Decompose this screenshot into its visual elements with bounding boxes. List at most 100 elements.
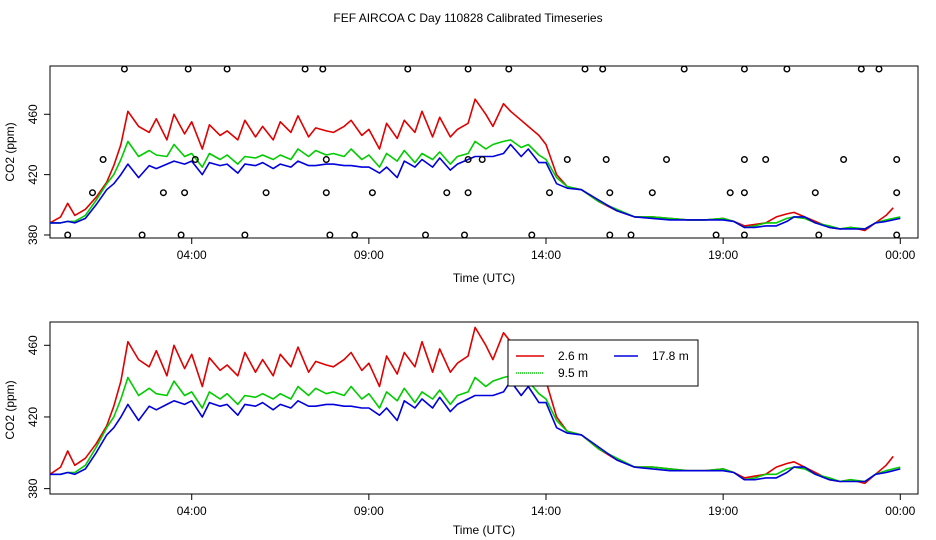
marker-point [351,231,359,239]
marker-point [811,189,819,197]
marker-point [191,155,199,163]
marker-point [159,189,167,197]
marker-point [241,231,249,239]
marker-point [581,65,589,73]
marker-point [464,189,472,197]
marker-point [181,189,189,197]
legend: 2.6 m 17.8 m 9.5 m [507,339,699,387]
marker-point [857,65,865,73]
marker-point [893,155,901,163]
marker-point [606,189,614,197]
marker-point [893,231,901,239]
marker-point [783,65,791,73]
legend-box [507,339,699,387]
x-tick-label-bottom-1400: 14:00 [531,504,561,518]
marker-point [602,155,610,163]
marker-point [599,65,607,73]
y-tick-label-bottom-420: 420 [26,407,40,427]
marker-point [762,155,770,163]
marker-point [262,189,270,197]
marker-point [319,65,327,73]
marker-point [184,65,192,73]
markers-group-top [64,65,901,239]
y-axis-label-bottom: CO2 (ppm) [3,380,17,439]
marker-point [99,155,107,163]
marker-point [606,231,614,239]
x-tick-label-bottom-0000: 00:00 [885,504,915,518]
y-tick-label-top-460: 460 [26,104,40,124]
marker-point [322,155,330,163]
marker-point [840,155,848,163]
marker-point [815,231,823,239]
marker-point [443,189,451,197]
legend-label-2-6m: 2.6 m [558,349,588,363]
series-line-top-9-5m [50,139,901,230]
marker-point [505,65,513,73]
y-tick-label-bottom-460: 460 [26,335,40,355]
marker-point [680,65,688,73]
marker-point [740,155,748,163]
marker-point [88,189,96,197]
marker-point [177,231,185,239]
marker-point [368,189,376,197]
marker-point [528,231,536,239]
marker-point [301,65,309,73]
y-axis-label-top: CO2 (ppm) [3,122,17,181]
marker-point [138,231,146,239]
panel-top: 380 420 460 04:00 09:00 14:00 19:00 00:00 Time… [3,65,919,285]
x-axis-label-bottom: Time (UTC) [453,523,515,537]
marker-point [893,189,901,197]
plot-frame-bottom [49,321,919,495]
y-tick-label-top-420: 420 [26,164,40,184]
legend-label-9-5m: 9.5 m [558,366,588,380]
marker-point [740,65,748,73]
x-tick-label-top-1400: 14:00 [531,248,561,262]
marker-point [64,231,72,239]
x-axis-bottom: 04:00 09:00 14:00 19:00 00:00 [177,494,916,518]
marker-point [120,65,128,73]
chart-title: FEF AIRCOA C Day 110828 Calibrated Times… [333,11,602,25]
marker-point [712,231,720,239]
marker-point [464,155,472,163]
plot-frame-top [49,65,919,239]
panel-bottom: 380 420 460 04:00 09:00 14:00 19:00 00:00 Time… [3,321,919,537]
marker-point [648,189,656,197]
marker-point [627,231,635,239]
marker-point [740,189,748,197]
series-group-top [49,98,901,232]
marker-point [478,155,486,163]
x-tick-label-top-0400: 04:00 [177,248,207,262]
x-tick-label-top-0000: 00:00 [885,248,915,262]
y-tick-label-bottom-380: 380 [26,478,40,498]
y-tick-label-top-380: 380 [26,225,40,245]
series-line-bottom-17-8m [50,380,901,483]
x-axis-label-top: Time (UTC) [453,271,515,285]
marker-point [322,189,330,197]
x-tick-label-bottom-1900: 19:00 [708,504,738,518]
marker-point [461,231,469,239]
legend-label-17-8m: 17.8 m [652,349,689,363]
marker-point [726,189,734,197]
x-tick-label-bottom-0900: 09:00 [354,504,384,518]
series-line-top-2-6m [49,98,894,232]
marker-point [404,65,412,73]
series-group-bottom [49,326,901,485]
series-line-bottom-2-6m [49,326,894,485]
y-axis-bottom: 380 420 460 [26,335,50,499]
x-tick-label-top-1900: 19:00 [708,248,738,262]
x-tick-label-top-0900: 09:00 [354,248,384,262]
marker-point [546,189,554,197]
marker-point [740,231,748,239]
marker-point [326,231,334,239]
marker-point [422,231,430,239]
marker-point [663,155,671,163]
marker-point [875,65,883,73]
y-axis-top: 380 420 460 [26,104,50,245]
marker-point [464,65,472,73]
x-tick-label-bottom-0400: 04:00 [177,504,207,518]
x-axis-top: 04:00 09:00 14:00 19:00 00:00 [177,238,916,262]
marker-point [563,155,571,163]
series-line-bottom-9-5m [50,374,901,483]
marker-point [223,65,231,73]
